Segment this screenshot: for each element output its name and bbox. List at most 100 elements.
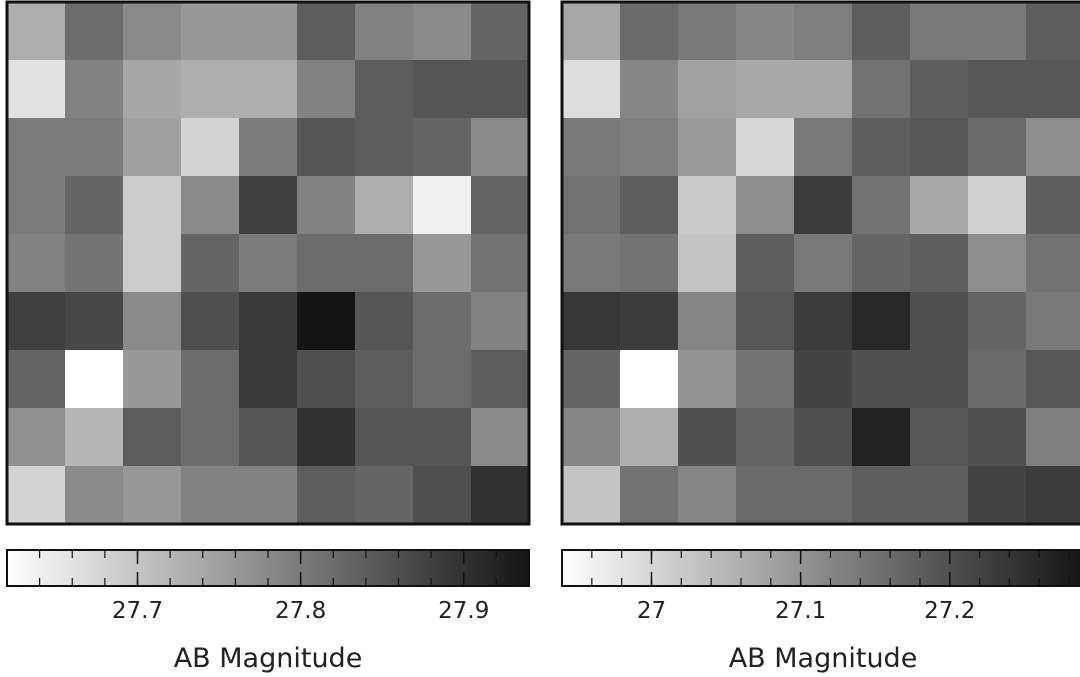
heatmap-cell-r7-c3: [181, 408, 240, 467]
heatmap-cell-r2-c6: [355, 118, 414, 177]
heatmap-cell-r0-c5: [297, 2, 356, 61]
heatmap-cell-r2-c8: [471, 118, 530, 177]
heatmap-cell-r0-c2: [678, 2, 737, 61]
heatmap-cell-r4-c6: [910, 234, 969, 293]
heatmap-cell-r3-c5: [852, 176, 911, 235]
heatmap-cell-r4-c5: [297, 234, 356, 293]
colorbar-tick-label: 27.1: [775, 598, 826, 624]
heatmap-cell-r8-c1: [65, 466, 124, 525]
colorbar-label: AB Magnitude: [729, 643, 918, 674]
heatmap-cell-r4-c8: [1026, 234, 1080, 293]
heatmap-cell-r1-c8: [471, 60, 530, 119]
colorbar-tick-label: 27: [637, 598, 666, 624]
colorbar-tick-label: 27.2: [924, 598, 975, 624]
heatmap-cell-r2-c5: [852, 118, 911, 177]
heatmap-cell-r1-c0: [562, 60, 621, 119]
heatmap-cell-r6-c8: [471, 350, 530, 409]
heatmap-cell-r3-c4: [239, 176, 298, 235]
heatmap-frame: [560, 0, 1080, 526]
heatmap-cell-r6-c6: [355, 350, 414, 409]
heatmap-cell-r7-c0: [7, 408, 66, 467]
heatmap-cell-r0-c1: [620, 2, 679, 61]
heatmap-cell-r4-c7: [968, 234, 1027, 293]
heatmap-cell-r5-c4: [239, 292, 298, 351]
heatmap-cell-r2-c4: [794, 118, 853, 177]
heatmap-cell-r1-c7: [968, 60, 1027, 119]
heatmap-cell-r7-c7: [413, 408, 472, 467]
heatmap-cell-r8-c4: [239, 466, 298, 525]
heatmap-cell-r2-c8: [1026, 118, 1080, 177]
heatmap-cell-r8-c2: [123, 466, 182, 525]
heatmap-cell-r0-c1: [65, 2, 124, 61]
heatmap-cell-r5-c2: [678, 292, 737, 351]
heatmap-cell-r6-c3: [736, 350, 795, 409]
heatmap-cell-r7-c6: [910, 408, 969, 467]
heatmap-cell-r7-c8: [471, 408, 530, 467]
colorbar: [561, 549, 1080, 587]
heatmap-cell-r1-c2: [678, 60, 737, 119]
heatmap-cell-r3-c2: [678, 176, 737, 235]
heatmap-cell-r0-c4: [239, 2, 298, 61]
heatmap-cell-r3-c7: [968, 176, 1027, 235]
heatmap-cell-r7-c5: [297, 408, 356, 467]
heatmap-cell-r2-c1: [65, 118, 124, 177]
heatmap-cell-r3-c8: [471, 176, 530, 235]
heatmap-cell-r5-c1: [620, 292, 679, 351]
heatmap-cell-r1-c2: [123, 60, 182, 119]
heatmap-cell-r4-c1: [620, 234, 679, 293]
heatmap-cell-r2-c5: [297, 118, 356, 177]
heatmap-cell-r6-c7: [968, 350, 1027, 409]
heatmap-cell-r7-c1: [65, 408, 124, 467]
heatmap-cell-r0-c6: [355, 2, 414, 61]
heatmap-cell-r5-c4: [794, 292, 853, 351]
heatmap-cell-r3-c8: [1026, 176, 1080, 235]
heatmap-cell-r1-c1: [620, 60, 679, 119]
heatmap-cell-r2-c3: [736, 118, 795, 177]
heatmap-cell-r7-c4: [794, 408, 853, 467]
heatmap-cell-r6-c8: [1026, 350, 1080, 409]
heatmap-cell-r6-c1: [620, 350, 679, 409]
heatmap-cell-r6-c7: [413, 350, 472, 409]
heatmap-panel-right: 27 27.1 27.2AB Magnitude: [560, 0, 1080, 674]
heatmap-cell-r0-c8: [471, 2, 530, 61]
heatmap-cell-r1-c4: [794, 60, 853, 119]
heatmap-cell-r3-c7: [413, 176, 472, 235]
heatmap-cell-r0-c4: [794, 2, 853, 61]
heatmap-cell-r1-c0: [7, 60, 66, 119]
heatmap-cell-r6-c1: [65, 350, 124, 409]
heatmap-cell-r6-c2: [678, 350, 737, 409]
heatmap-cell-r8-c6: [910, 466, 969, 525]
heatmap-cell-r1-c6: [355, 60, 414, 119]
heatmap-cell-r3-c6: [910, 176, 969, 235]
heatmap-cell-r5-c6: [355, 292, 414, 351]
heatmap-cell-r6-c0: [7, 350, 66, 409]
heatmap-cell-r5-c7: [968, 292, 1027, 351]
heatmap-cell-r7-c2: [678, 408, 737, 467]
heatmap-cell-r5-c3: [736, 292, 795, 351]
heatmap-cell-r1-c6: [910, 60, 969, 119]
heatmap-cell-r4-c1: [65, 234, 124, 293]
heatmap-cell-r7-c1: [620, 408, 679, 467]
heatmap-cell-r5-c8: [1026, 292, 1080, 351]
heatmap-cell-r0-c0: [562, 2, 621, 61]
heatmap-cell-r4-c3: [736, 234, 795, 293]
heatmap-cell-r4-c8: [471, 234, 530, 293]
heatmap-cell-r4-c0: [7, 234, 66, 293]
heatmap-cell-r0-c0: [7, 2, 66, 61]
heatmap-cell-r8-c0: [7, 466, 66, 525]
heatmap-cell-r8-c4: [794, 466, 853, 525]
heatmap-cell-r6-c5: [297, 350, 356, 409]
heatmap-cell-r4-c5: [852, 234, 911, 293]
heatmap-cell-r8-c7: [968, 466, 1027, 525]
heatmap-cell-r4-c4: [239, 234, 298, 293]
heatmap-cell-r5-c2: [123, 292, 182, 351]
heatmap-cell-r0-c8: [1026, 2, 1080, 61]
heatmap-cell-r2-c3: [181, 118, 240, 177]
heatmap-cell-r2-c7: [968, 118, 1027, 177]
heatmap-cell-r2-c6: [910, 118, 969, 177]
heatmap-cell-r4-c7: [413, 234, 472, 293]
heatmap-cell-r3-c0: [7, 176, 66, 235]
heatmap-cell-r4-c0: [562, 234, 621, 293]
heatmap-cell-r7-c6: [355, 408, 414, 467]
heatmap-cell-r4-c2: [678, 234, 737, 293]
